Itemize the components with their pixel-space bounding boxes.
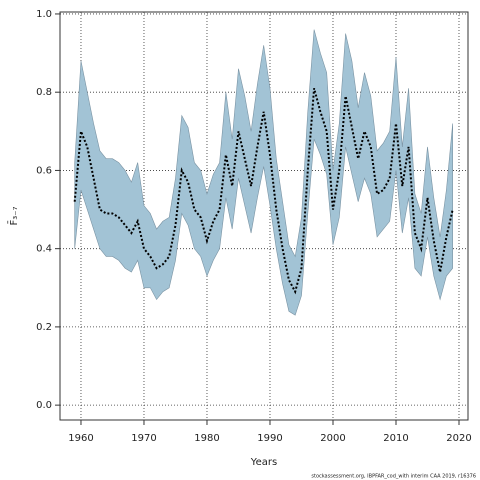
footer: stockassessment.org, IBPFAR_cod_with int… [311, 474, 476, 480]
x-tick-label: 1990 [257, 433, 282, 444]
plot-frame [59, 11, 469, 421]
y-tick-label: 0.0 [36, 400, 52, 411]
x-tick-label: 1980 [194, 433, 219, 444]
y-axis-label: F̄₃₋₇ [7, 206, 20, 225]
y-tick-label: 0.2 [36, 322, 52, 333]
confidence-band [74, 29, 453, 316]
x-tick-label: 2000 [320, 433, 345, 444]
x-axis-label: Years [250, 457, 277, 468]
y-tick-label: 0.4 [36, 244, 52, 255]
x-tick-label: 1970 [131, 433, 156, 444]
x-tick-label: 2020 [446, 433, 471, 444]
y-tick-label: 0.8 [36, 87, 52, 98]
x-tick-label: 1960 [68, 433, 93, 444]
y-tick-label: 0.6 [36, 165, 52, 176]
y-tick-label: 1.0 [36, 9, 52, 20]
x-tick-label: 2010 [383, 433, 408, 444]
estimate-line [73, 88, 454, 295]
